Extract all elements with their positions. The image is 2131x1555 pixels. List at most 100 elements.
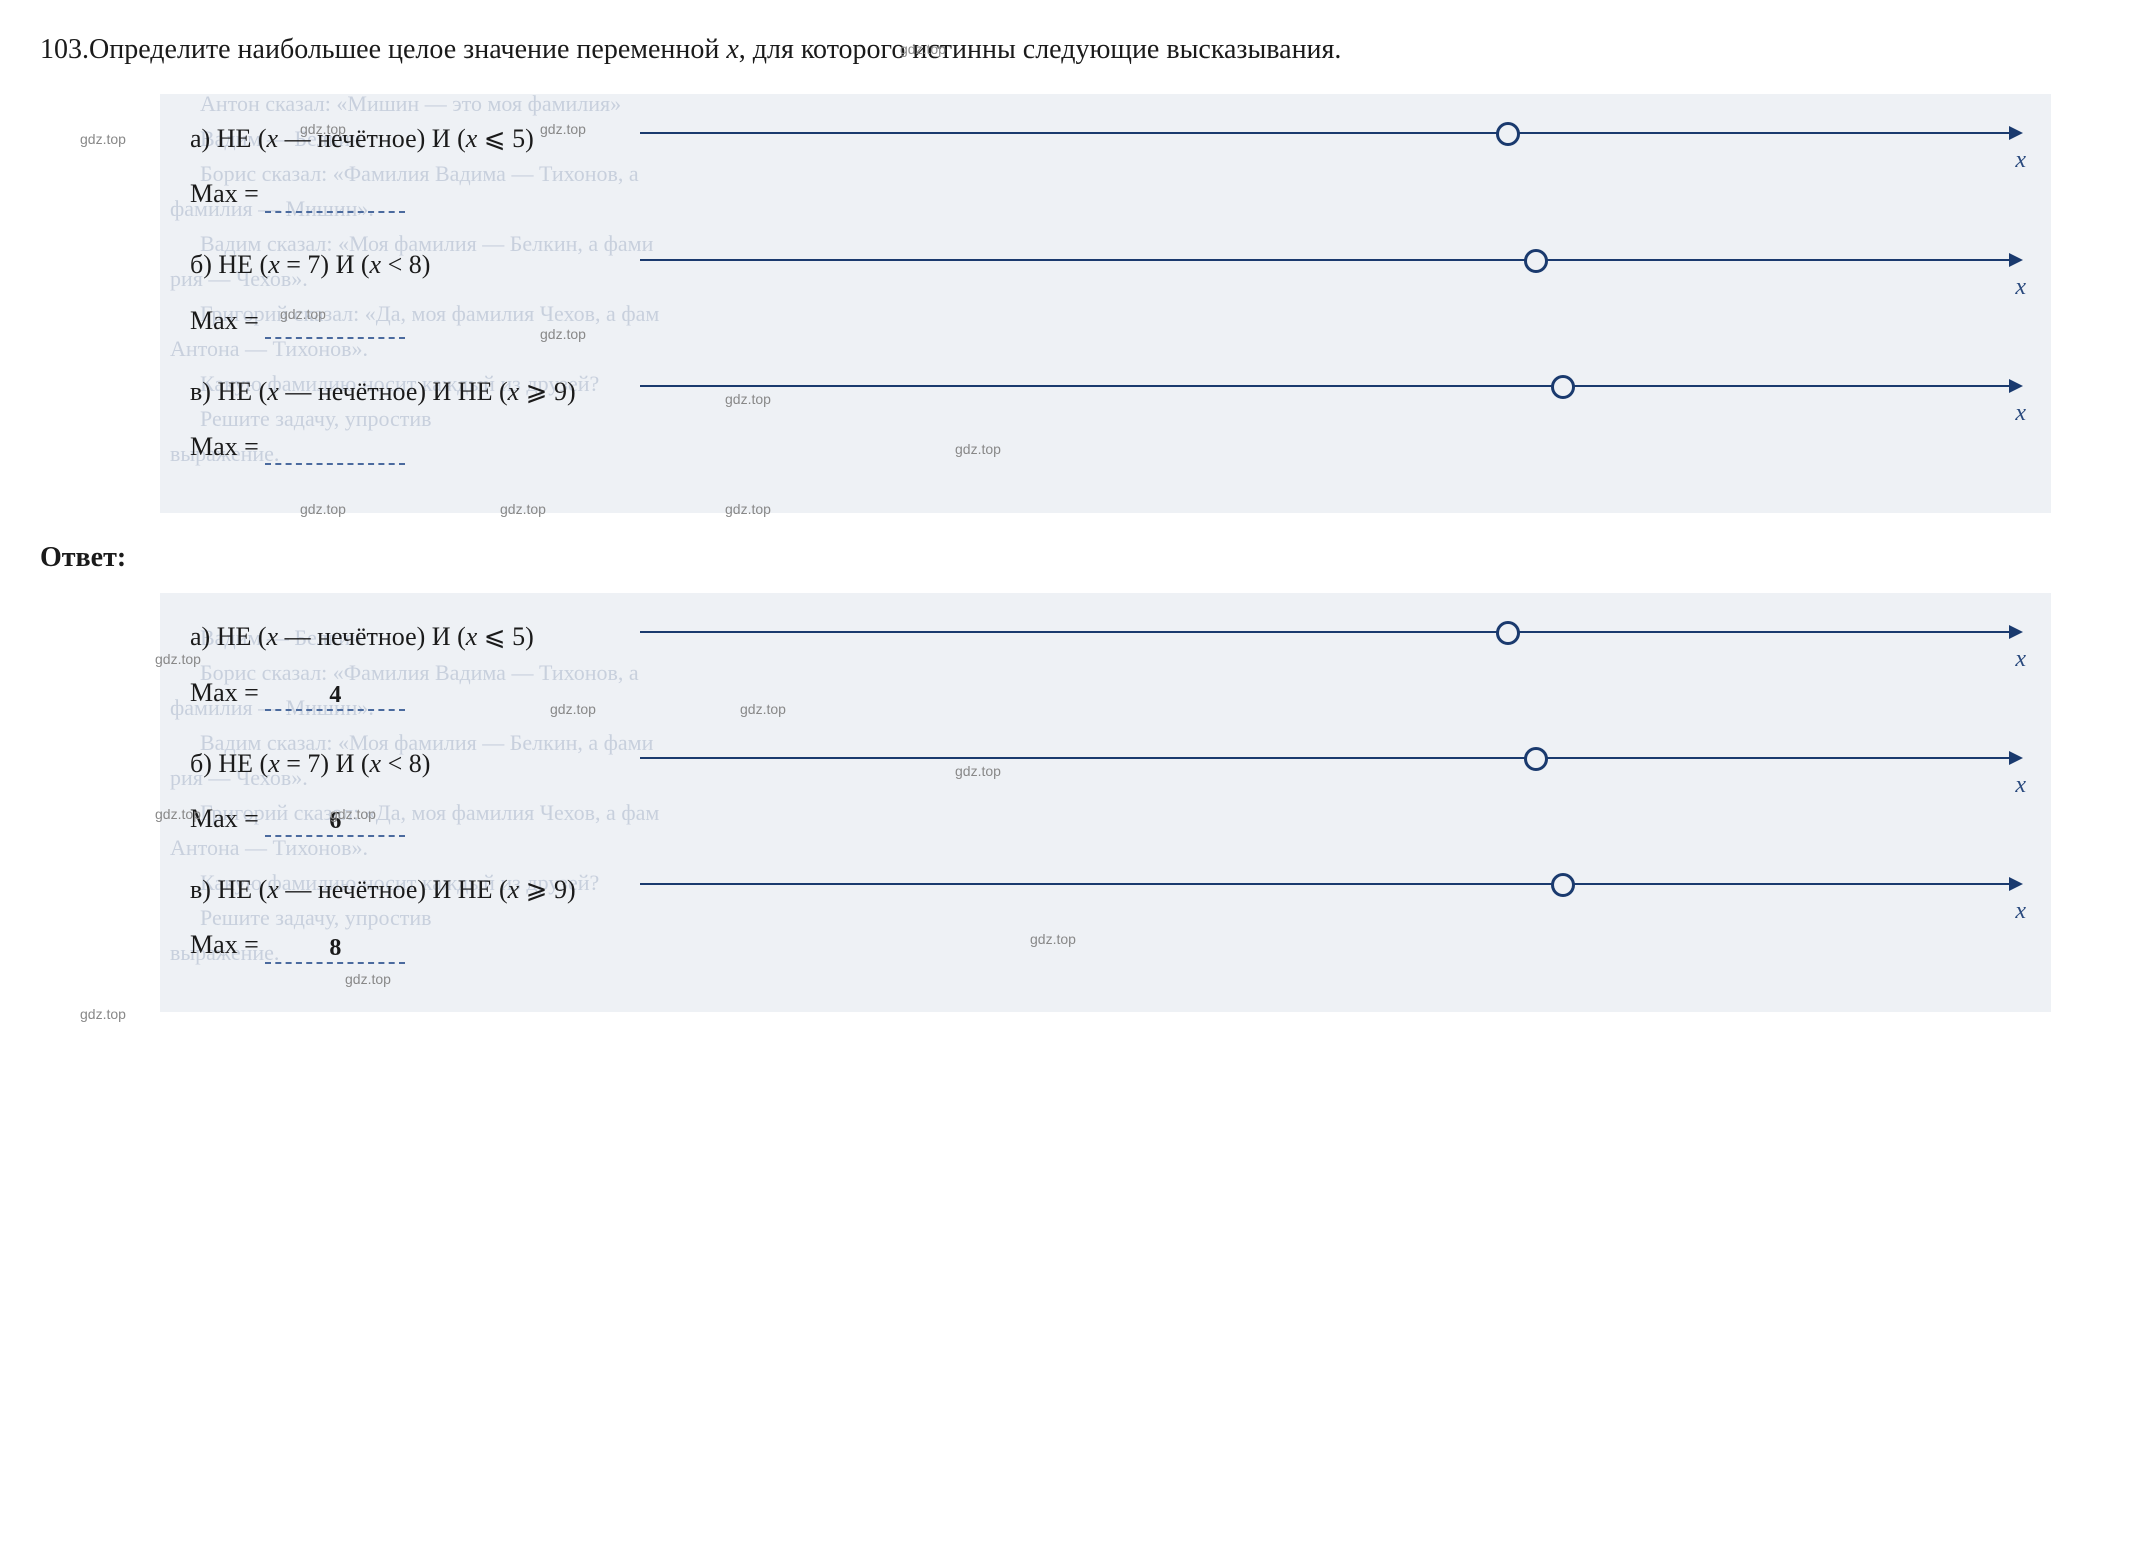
item-letter: а): [190, 622, 217, 651]
exercise-row: а) НЕ (x — нечётное) И (x ⩽ 5)x: [190, 613, 2021, 663]
question-part2: , для которого истинны следующие высказы…: [739, 34, 1342, 65]
max-label: Max =: [190, 678, 265, 707]
max-answer-blank[interactable]: [265, 183, 405, 213]
axis-label: x: [2015, 643, 2026, 677]
variable-x: x: [508, 377, 520, 406]
expression: а) НЕ (x — нечётное) И (x ⩽ 5): [190, 121, 620, 157]
number-line: x: [640, 114, 2021, 164]
exercise-box-blank: Антон сказал: «Мишин — это моя фамилия» …: [160, 94, 2051, 513]
axis-line: [640, 385, 2021, 387]
max-row: Max =: [190, 429, 2021, 465]
exercise-box-answer: Вадим — Белкин Борис сказал: «Фамилия Ва…: [160, 593, 2051, 1012]
axis-line: [640, 631, 2021, 633]
max-value: 8: [329, 935, 341, 961]
question-variable: x: [726, 34, 738, 65]
max-answer-blank[interactable]: 8: [265, 934, 405, 964]
max-label: Max =: [190, 804, 265, 833]
axis-label: x: [2015, 769, 2026, 803]
expr-text: ⩽ 5): [477, 124, 533, 153]
open-circle-point: [1496, 621, 1520, 645]
expr-text: НЕ (: [218, 250, 268, 279]
max-answer-blank[interactable]: [265, 309, 405, 339]
number-line: x: [640, 241, 2021, 291]
max-label: Max =: [190, 930, 265, 959]
variable-x: x: [466, 124, 478, 153]
variable-x: x: [267, 622, 279, 651]
expr-text: НЕ (: [217, 875, 267, 904]
max-label: Max =: [190, 432, 265, 461]
exercise-row: в) НЕ (x — нечётное) И НЕ (x ⩾ 9)x: [190, 367, 2021, 417]
expression: б) НЕ (x = 7) И (x < 8): [190, 746, 620, 782]
exercise-row: в) НЕ (x — нечётное) И НЕ (x ⩾ 9)x: [190, 865, 2021, 915]
axis-label: x: [2015, 144, 2026, 178]
open-circle-point: [1551, 375, 1575, 399]
expr-text: — нечётное) И (: [278, 622, 466, 651]
expr-text: НЕ (: [217, 124, 267, 153]
expression: в) НЕ (x — нечётное) И НЕ (x ⩾ 9): [190, 872, 620, 908]
number-line: x: [640, 367, 2021, 417]
variable-x: x: [370, 749, 382, 778]
exercise-row: а) НЕ (x — нечётное) И (x ⩽ 5)x: [190, 114, 2021, 164]
max-row: Max =: [190, 176, 2021, 212]
open-circle-point: [1551, 873, 1575, 897]
number-line: x: [640, 865, 2021, 915]
variable-x: x: [268, 749, 280, 778]
expr-text: НЕ (: [217, 622, 267, 651]
item-letter: а): [190, 124, 217, 153]
question-text: 103.Определите наибольшее целое значение…: [40, 30, 2091, 69]
max-answer-blank[interactable]: 4: [265, 681, 405, 711]
expr-text: ⩾ 9): [519, 875, 575, 904]
expr-text: НЕ (: [217, 377, 267, 406]
expr-text: — нечётное) И НЕ (: [279, 377, 508, 406]
axis-line: [640, 883, 2021, 885]
variable-x: x: [268, 250, 280, 279]
variable-x: x: [508, 875, 520, 904]
open-circle-point: [1524, 747, 1548, 771]
expression: б) НЕ (x = 7) И (x < 8): [190, 247, 620, 283]
expression: в) НЕ (x — нечётное) И НЕ (x ⩾ 9): [190, 374, 620, 410]
open-circle-point: [1496, 122, 1520, 146]
axis-line: [640, 757, 2021, 759]
number-line: x: [640, 613, 2021, 663]
exercise-row: б) НЕ (x = 7) И (x < 8)x: [190, 739, 2021, 789]
expr-text: — нечётное) И (: [278, 124, 466, 153]
expr-text: < 8): [381, 749, 430, 778]
question-number: 103.: [40, 34, 89, 65]
expr-text: ⩽ 5): [477, 622, 533, 651]
exercise-row: б) НЕ (x = 7) И (x < 8)x: [190, 241, 2021, 291]
expr-text: — нечётное) И НЕ (: [279, 875, 508, 904]
max-label: Max =: [190, 306, 265, 335]
max-row: Max = 4: [190, 675, 2021, 711]
max-answer-blank[interactable]: 6: [265, 807, 405, 837]
question-part1: Определите наибольшее целое значение пер…: [89, 34, 726, 65]
axis-line: [640, 259, 2021, 261]
item-letter: б): [190, 250, 218, 279]
expr-text: НЕ (: [218, 749, 268, 778]
max-value: 6: [329, 808, 341, 834]
max-row: Max =: [190, 303, 2021, 339]
number-line: x: [640, 739, 2021, 789]
axis-label: x: [2015, 895, 2026, 929]
expression: а) НЕ (x — нечётное) И (x ⩽ 5): [190, 619, 620, 655]
expr-text: = 7) И (: [280, 250, 370, 279]
max-row: Max = 8: [190, 927, 2021, 963]
variable-x: x: [370, 250, 382, 279]
item-letter: в): [190, 377, 217, 406]
item-letter: б): [190, 749, 218, 778]
variable-x: x: [267, 377, 279, 406]
expr-text: = 7) И (: [280, 749, 370, 778]
max-label: Max =: [190, 179, 265, 208]
expr-text: ⩾ 9): [519, 377, 575, 406]
max-row: Max = 6: [190, 801, 2021, 837]
expr-text: < 8): [381, 250, 430, 279]
axis-label: x: [2015, 271, 2026, 305]
max-answer-blank[interactable]: [265, 435, 405, 465]
axis-line: [640, 132, 2021, 134]
variable-x: x: [267, 124, 279, 153]
max-value: 4: [329, 682, 341, 708]
variable-x: x: [267, 875, 279, 904]
answer-label: Ответ:: [40, 538, 2091, 577]
axis-label: x: [2015, 397, 2026, 431]
variable-x: x: [466, 622, 478, 651]
item-letter: в): [190, 875, 217, 904]
